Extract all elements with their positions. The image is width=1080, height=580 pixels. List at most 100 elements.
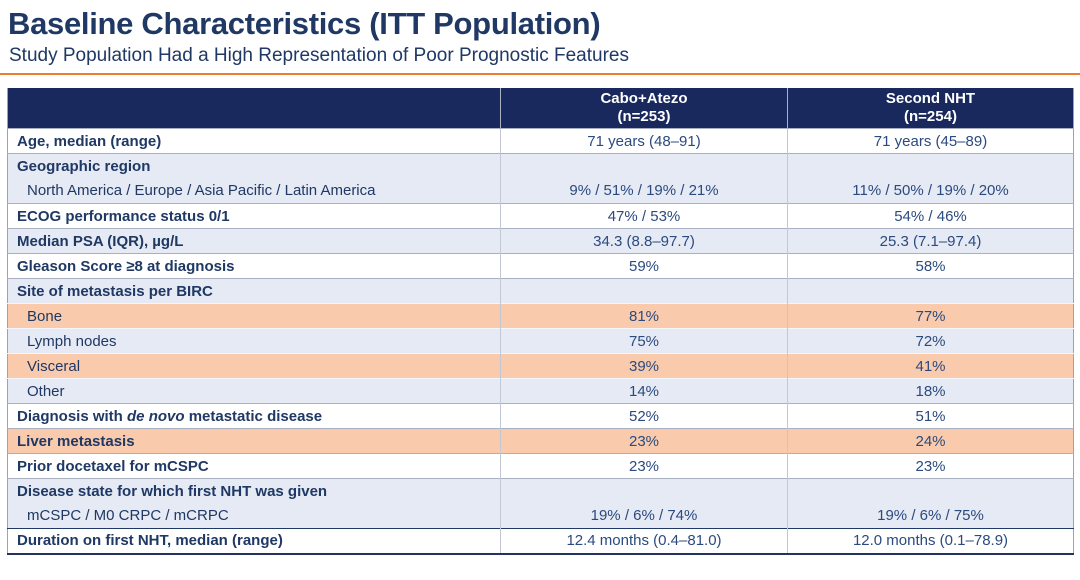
- row-label-italic-segment: de novo: [127, 407, 185, 425]
- column-n: (n=254): [904, 108, 957, 125]
- header-col-cabo-atezo: Cabo+Atezo (n=253): [500, 88, 788, 129]
- row-value: 71 years (48–91): [500, 128, 788, 154]
- row-value: [787, 153, 1074, 179]
- row-value: 34.3 (8.8–97.7): [500, 228, 788, 254]
- table-row: North America / Europe / Asia Pacific / …: [7, 178, 1074, 204]
- table-row: ECOG performance status 0/1 47% / 53% 54% …: [7, 203, 1074, 229]
- row-label-segment: Geographic region: [17, 157, 151, 175]
- row-value: 23%: [500, 428, 788, 454]
- row-value: [787, 278, 1074, 304]
- table-row: Visceral 39% 41%: [7, 353, 1074, 379]
- row-label-segment: Age, median (range): [17, 132, 162, 150]
- row-value: 14%: [500, 378, 788, 404]
- row-label-segment: mCSPC / M0 CRPC / mCRPC: [27, 507, 229, 525]
- row-label: ECOG performance status 0/1: [8, 204, 501, 229]
- table-row: Gleason Score ≥8 at diagnosis 59% 58%: [7, 253, 1074, 279]
- row-label-segment: Visceral: [27, 357, 81, 375]
- row-value: 75%: [500, 328, 788, 354]
- row-value: 19% / 6% / 75%: [787, 503, 1074, 529]
- row-label-segment: Disease state for which first NHT was gi…: [17, 482, 328, 500]
- row-label-segment: ECOG performance status 0/1: [17, 207, 230, 225]
- header-col-second-nht: Second NHT (n=254): [787, 88, 1074, 129]
- row-label: Diagnosis with de novo metastatic diseas…: [8, 404, 501, 429]
- row-label-segment: North America / Europe / Asia Pacific / …: [27, 182, 376, 200]
- row-value: 19% / 6% / 74%: [500, 503, 788, 529]
- row-value: 39%: [500, 353, 788, 379]
- row-value: [500, 153, 788, 179]
- row-label: Prior docetaxel for mCSPC: [8, 454, 501, 479]
- row-value: 52%: [500, 403, 788, 429]
- row-value: 59%: [500, 253, 788, 279]
- row-label-segment: Other: [27, 382, 65, 400]
- row-value: 71 years (45–89): [787, 128, 1074, 154]
- column-n: (n=253): [617, 108, 671, 125]
- row-label-segment: Bone: [27, 307, 63, 325]
- row-value: [500, 278, 788, 304]
- row-label-segment: metastatic disease: [184, 407, 323, 425]
- table-row: Geographic region: [7, 153, 1074, 179]
- row-value: 77%: [787, 303, 1074, 329]
- row-value: 41%: [787, 353, 1074, 379]
- row-value: 23%: [787, 453, 1074, 479]
- row-value: 24%: [787, 428, 1074, 454]
- row-label: mCSPC / M0 CRPC / mCRPC: [8, 504, 501, 529]
- table-row: Bone 81% 77%: [7, 303, 1074, 329]
- row-value: 23%: [500, 453, 788, 479]
- row-value: 9% / 51% / 19% / 21%: [500, 178, 788, 204]
- orange-divider: [0, 73, 1080, 75]
- row-label: Site of metastasis per BIRC: [8, 279, 501, 304]
- row-label: Gleason Score ≥8 at diagnosis: [8, 254, 501, 279]
- row-label: Bone: [8, 304, 501, 329]
- table-header-row: Cabo+Atezo (n=253) Second NHT (n=254): [7, 88, 1074, 129]
- row-value: 18%: [787, 378, 1074, 404]
- column-title: Second NHT: [885, 90, 976, 107]
- header-empty-cell: [7, 88, 501, 129]
- table-row: Diagnosis with de novo metastatic diseas…: [7, 403, 1074, 429]
- row-value: 54% / 46%: [787, 203, 1074, 229]
- row-label-segment: Duration on first NHT, median (range): [17, 532, 283, 550]
- row-value: 58%: [787, 253, 1074, 279]
- table-body: Age, median (range) 71 years (48–91) 71 ye…: [7, 128, 1074, 554]
- column-title: Cabo+Atezo: [600, 90, 688, 107]
- table-row: Age, median (range) 71 years (48–91) 71 ye…: [7, 128, 1074, 154]
- row-label: Duration on first NHT, median (range): [8, 529, 501, 554]
- slide: Baseline Characteristics (ITT Population…: [0, 6, 1080, 580]
- row-value: [787, 478, 1074, 504]
- table-row: Site of metastasis per BIRC: [7, 278, 1074, 304]
- row-label-segment: Median PSA (IQR), µg/L: [17, 232, 184, 250]
- table-row: Lymph nodes 75% 72%: [7, 328, 1074, 354]
- table-row: Duration on first NHT, median (range) 12.…: [7, 528, 1074, 554]
- table-row: Liver metastasis 23% 24%: [7, 428, 1074, 454]
- row-value: 12.0 months (0.1–78.9): [787, 528, 1074, 554]
- page-subtitle: Study Population Had a High Representati…: [9, 45, 629, 66]
- row-label-segment: Site of metastasis per BIRC: [17, 282, 213, 300]
- row-label: North America / Europe / Asia Pacific / …: [8, 179, 501, 204]
- row-label-segment: Gleason Score ≥8 at diagnosis: [17, 257, 235, 275]
- row-label: Other: [8, 379, 501, 404]
- row-label: Lymph nodes: [8, 329, 501, 354]
- row-label-segment: Liver metastasis: [17, 432, 135, 450]
- table-row: Prior docetaxel for mCSPC 23% 23%: [7, 453, 1074, 479]
- row-value: 12.4 months (0.4–81.0): [500, 528, 788, 554]
- row-label: Age, median (range): [8, 129, 501, 154]
- table-row: Median PSA (IQR), µg/L 34.3 (8.8–97.7) 25.…: [7, 228, 1074, 254]
- row-label-segment: Diagnosis with: [17, 407, 128, 425]
- baseline-characteristics-table: Cabo+Atezo (n=253) Second NHT (n=254) Ag…: [7, 88, 1074, 555]
- row-value: 81%: [500, 303, 788, 329]
- row-label: Median PSA (IQR), µg/L: [8, 229, 501, 254]
- row-label: Liver metastasis: [8, 429, 501, 454]
- row-value: 72%: [787, 328, 1074, 354]
- row-label-segment: Lymph nodes: [27, 332, 117, 350]
- row-value: 47% / 53%: [500, 203, 788, 229]
- row-label: Geographic region: [8, 154, 501, 179]
- row-value: 11% / 50% / 19% / 20%: [787, 178, 1074, 204]
- table-row: Other 14% 18%: [7, 378, 1074, 404]
- table-row: Disease state for which first NHT was gi…: [7, 478, 1074, 504]
- row-value: [500, 478, 788, 504]
- row-label-segment: Prior docetaxel for mCSPC: [17, 457, 209, 475]
- table-row: mCSPC / M0 CRPC / mCRPC 19% / 6% / 74% 19%…: [7, 503, 1074, 529]
- row-label: Disease state for which first NHT was gi…: [8, 479, 501, 504]
- row-value: 51%: [787, 403, 1074, 429]
- page-title: Baseline Characteristics (ITT Population…: [8, 6, 601, 41]
- row-label: Visceral: [8, 354, 501, 379]
